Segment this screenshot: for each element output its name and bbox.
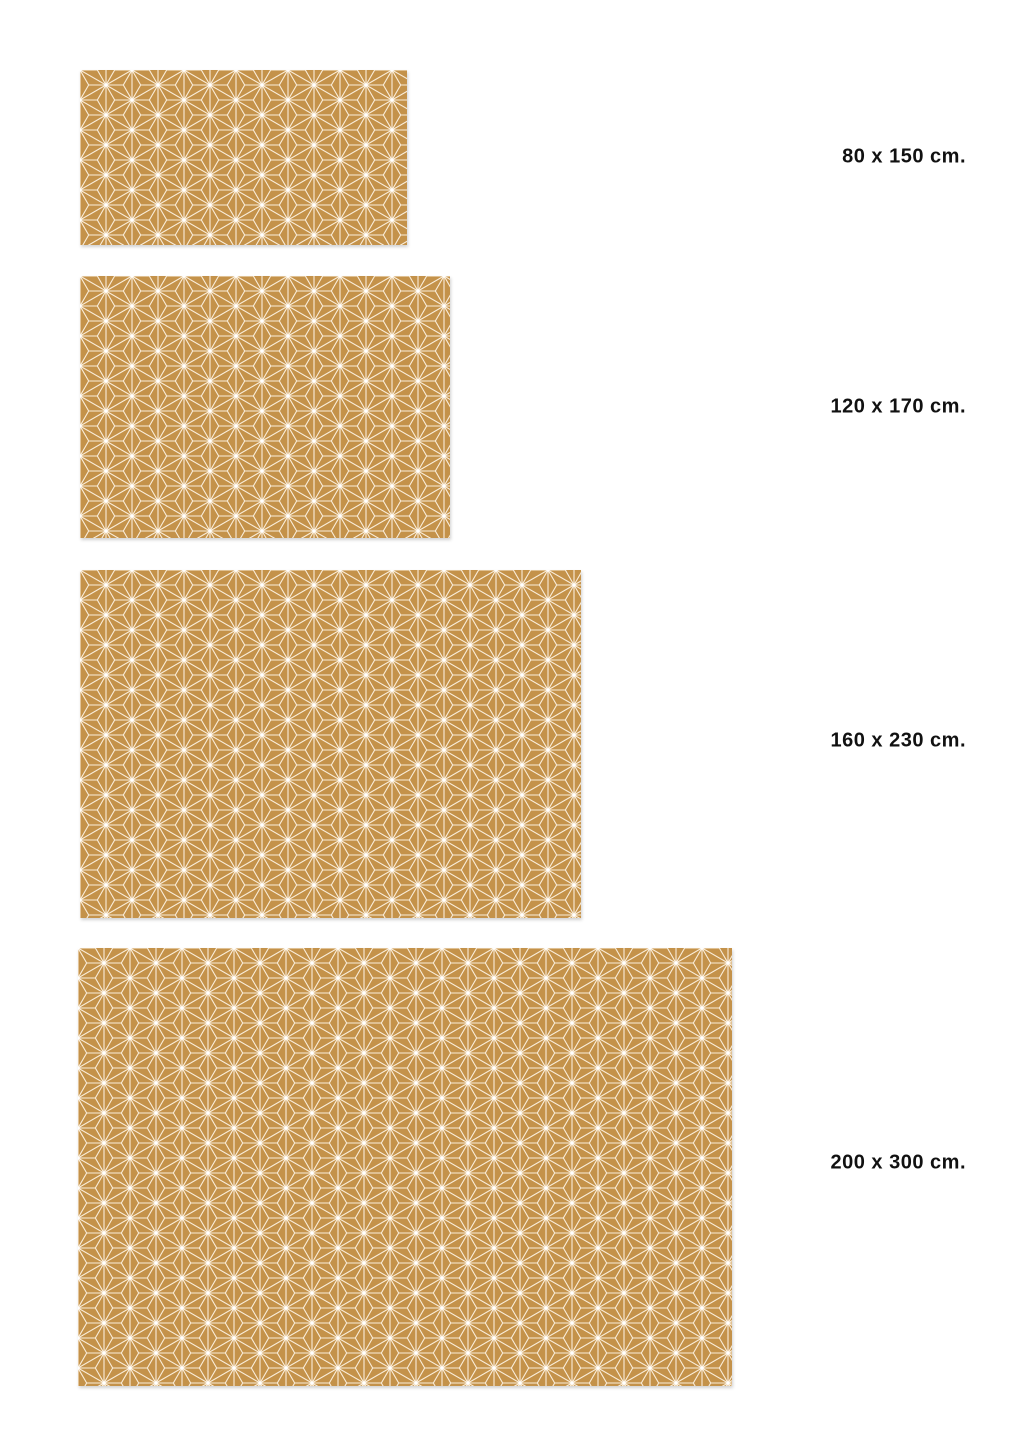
size-label-200x300: 200 x 300 cm. — [830, 1151, 966, 1174]
rug-160x230 — [80, 570, 581, 918]
rug-200x300 — [78, 948, 732, 1386]
rug-pattern — [80, 70, 407, 245]
rug-120x170 — [80, 276, 450, 538]
rug-pattern — [80, 276, 450, 538]
size-label-160x230: 160 x 230 cm. — [830, 729, 966, 752]
size-label-120x170: 120 x 170 cm. — [830, 395, 966, 418]
rug-pattern — [80, 570, 581, 918]
rug-80x150 — [80, 70, 407, 245]
size-label-80x150: 80 x 150 cm. — [842, 145, 966, 168]
rug-pattern — [78, 948, 732, 1386]
